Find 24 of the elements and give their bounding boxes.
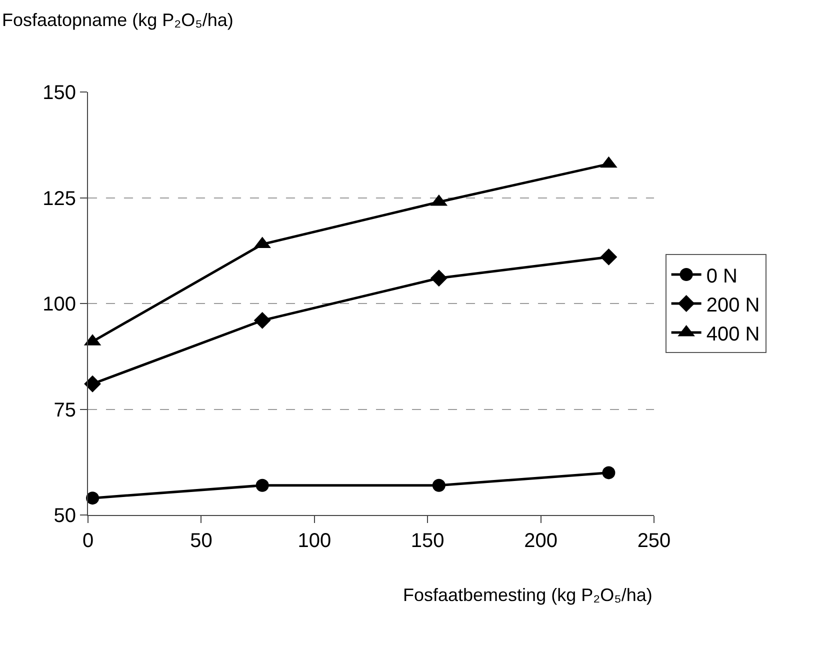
legend-label: 200 N bbox=[706, 294, 760, 316]
x-axis-title: Fosfaatbemesting (kg P₂O₅/ha) bbox=[403, 585, 652, 605]
y-tick-label: 50 bbox=[54, 505, 76, 527]
legend-label: 400 N bbox=[706, 323, 760, 346]
x-tick-label: 100 bbox=[298, 530, 332, 552]
x-tick-label: 250 bbox=[637, 530, 671, 552]
point bbox=[254, 312, 271, 329]
point bbox=[600, 248, 618, 266]
point bbox=[602, 466, 616, 480]
point bbox=[256, 478, 269, 492]
point bbox=[430, 270, 448, 287]
x-tick-label: 150 bbox=[410, 530, 444, 552]
point bbox=[432, 478, 446, 492]
x-tick-label: 0 bbox=[82, 530, 94, 552]
x-tick-label: 200 bbox=[524, 530, 558, 552]
y-tick-label: 125 bbox=[42, 188, 76, 210]
y-tick-label: 75 bbox=[54, 399, 76, 422]
y-axis-title: Fosfaatopname (kg P₂O₅/ha) bbox=[2, 10, 234, 30]
y-tick-label: 100 bbox=[42, 294, 76, 316]
point bbox=[86, 492, 100, 505]
point bbox=[84, 375, 101, 392]
y-tick-label: 150 bbox=[42, 82, 76, 104]
x-tick-label: 50 bbox=[190, 530, 212, 552]
legend-label: 0 N bbox=[706, 265, 738, 288]
